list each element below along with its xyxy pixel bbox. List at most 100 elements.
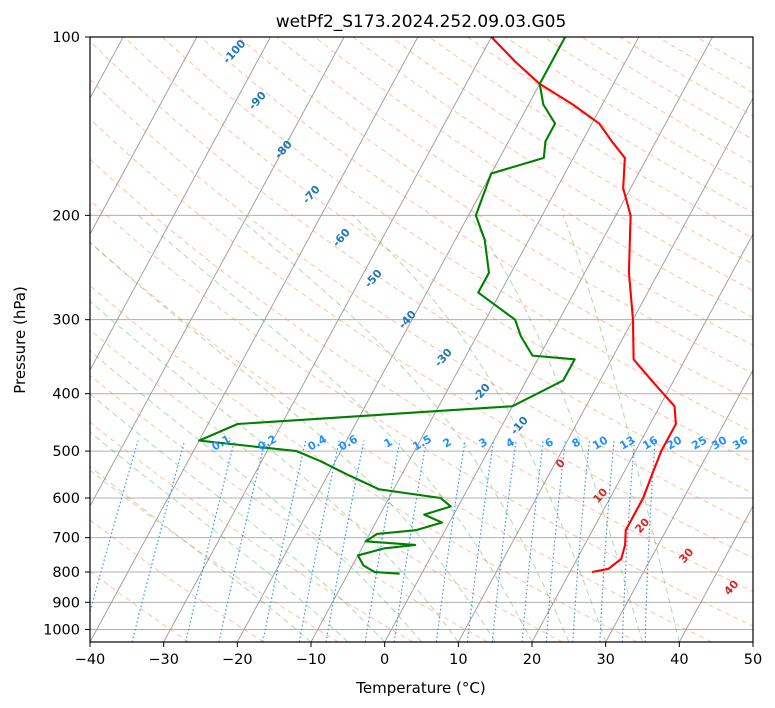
isotherm-line (457, 97, 753, 642)
y-tick-label: 500 (52, 444, 80, 460)
x-tick-label: 50 (744, 652, 762, 668)
dry-adiabat-line (238, 37, 753, 375)
dry-adiabat-label: -70 (300, 183, 323, 207)
temperature-profile-line (490, 37, 677, 574)
dry-adiabat-line (90, 519, 264, 642)
dry-adiabat-label: -20 (470, 381, 493, 405)
mixing-ratio-line (435, 440, 466, 642)
dry-adiabat-label: -60 (330, 226, 353, 250)
moist-adiabat-line (90, 465, 312, 642)
y-tick-label: 700 (52, 531, 80, 547)
mixing-ratio-line (393, 440, 427, 642)
moist-adiabat-label: 40 (721, 577, 741, 597)
mixing-ratio-label: 4 (504, 435, 517, 450)
dry-adiabat-line (90, 199, 753, 627)
isotherm-line (605, 369, 753, 642)
moist-adiabat-line (468, 215, 644, 642)
isotherm-line (310, 37, 640, 642)
mixing-ratio-label: 2 (441, 435, 454, 450)
mixing-ratio-label: 36 (730, 433, 750, 452)
mixing-ratio-line (185, 440, 235, 642)
moist-adiabat-line (90, 350, 422, 642)
dry-adiabat-line (90, 284, 638, 642)
y-tick-label: 300 (52, 313, 80, 329)
mixing-ratio-label: 0.6 (337, 432, 361, 453)
dry-adiabat-line (696, 37, 753, 71)
mixing-ratio-line (466, 440, 495, 642)
isotherm-line (163, 37, 492, 642)
dry-adiabat-line (505, 37, 753, 189)
mixing-ratio-line (545, 440, 566, 642)
plot-frame (89, 36, 754, 643)
isotherm-line (531, 233, 753, 642)
moist-adiabat-line (90, 393, 386, 642)
mixing-ratio-line (325, 440, 365, 642)
moist-adiabat-line (235, 214, 570, 642)
moist-adiabat-line (90, 241, 496, 642)
dry-adiabat-label: -90 (246, 89, 269, 113)
mixing-ratio-label: 10 (590, 433, 610, 452)
moist-adiabat-line (562, 215, 680, 642)
mixing-ratio-label: 1.5 (411, 432, 434, 453)
isotherm-line (678, 505, 753, 642)
x-tick-label: 20 (523, 652, 541, 668)
mixing-ratio-line (572, 440, 591, 642)
dry-adiabat-line (200, 37, 753, 403)
mixing-ratio-line (218, 440, 266, 642)
isotherm-line (384, 37, 713, 642)
mixing-ratio-label: 8 (570, 435, 583, 450)
dry-adiabat-label: -100 (220, 37, 248, 66)
x-tick-label: 10 (449, 652, 467, 668)
dry-adiabat-label: -30 (432, 346, 455, 370)
y-tick-label: 200 (52, 208, 80, 224)
dry-adiabat-line (314, 37, 753, 319)
mixing-ratio-label: 0.4 (306, 432, 330, 453)
mixing-ratio-line (90, 440, 139, 614)
dry-adiabat-line (90, 570, 190, 642)
dry-adiabat-label: -40 (396, 308, 419, 332)
dewpoint-profile-line (198, 37, 576, 575)
moist-adiabat-line (137, 214, 533, 642)
mixing-ratio-label: 1 (382, 435, 395, 450)
moist-adiabat-label: 30 (676, 545, 696, 565)
dry-adiabat-line (543, 37, 753, 164)
y-tick-label: 900 (52, 595, 80, 611)
moist-adiabat-line (90, 431, 349, 642)
mixing-ratio-line (298, 440, 340, 642)
dry-adiabat-line (90, 241, 712, 642)
x-tick-label: −10 (296, 652, 327, 668)
dry-adiabat-line (90, 158, 753, 593)
isotherm-line (90, 37, 345, 507)
x-tick-label: 30 (596, 652, 614, 668)
dry-adiabat-line (90, 374, 488, 642)
dry-adiabat-line (90, 40, 753, 494)
isotherm-line (90, 37, 419, 642)
mixing-ratio-line (599, 440, 615, 642)
mixing-ratio-line (621, 440, 635, 642)
mixing-ratio-line (262, 440, 307, 642)
dry-adiabat-line (581, 37, 753, 140)
y-tick-label: 1000 (43, 622, 80, 638)
x-tick-label: −30 (148, 652, 179, 668)
x-axis-label: Temperature (°C) (355, 679, 485, 697)
moist-adiabat-line (90, 300, 459, 642)
isotherm-line (752, 641, 753, 642)
x-tick-label: 40 (670, 652, 688, 668)
dry-adiabat-line (90, 118, 753, 559)
mixing-ratio-label: 30 (709, 433, 729, 452)
plot-area: -100-90-80-70-60-50-40-30-20-10010203040… (90, 37, 753, 642)
dry-adiabat-line (390, 37, 753, 265)
isotherm-line (236, 37, 566, 642)
dry-adiabat-label: -80 (272, 138, 295, 162)
chart-title: wetPf2_S173.2024.252.09.03.G05 (276, 12, 567, 32)
mixing-ratio-label: 25 (689, 434, 709, 453)
dry-adiabat-line (90, 78, 753, 526)
moist-adiabat-label: 0 (553, 456, 568, 471)
mixing-ratio-line (491, 440, 517, 642)
isotherm-line (90, 37, 271, 372)
dry-adiabat-line (123, 37, 753, 463)
y-tick-label: 600 (52, 491, 80, 507)
dry-adiabat-line (658, 37, 753, 94)
moist-adiabat-line (352, 214, 607, 642)
dry-adiabat-line (90, 469, 339, 642)
